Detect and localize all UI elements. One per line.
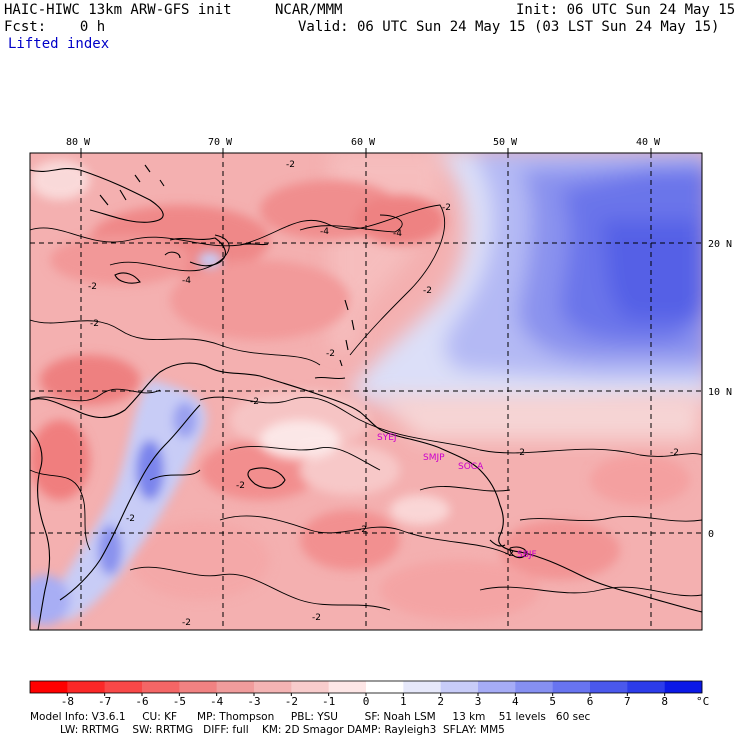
colorbar-swatch — [254, 681, 292, 693]
colorbar-tick-label: 4 — [512, 695, 519, 708]
station-label-syej: SYEJ — [377, 433, 397, 443]
colorbar-tick-label: 3 — [475, 695, 482, 708]
lat-label-0: 0 — [708, 529, 714, 540]
colorbar-swatch — [515, 681, 553, 693]
contour-lines — [30, 204, 702, 611]
colorbar-tick-label: 2 — [437, 695, 444, 708]
colorbar-swatch — [664, 681, 703, 693]
colorbar-swatch — [590, 681, 628, 693]
colorbar-tick-label: -5 — [173, 695, 186, 708]
field-name: Lifted index — [8, 36, 110, 52]
colorbar-swatch — [104, 681, 143, 693]
station-markers: SYEJ SMJP SOCA SBJF — [377, 433, 537, 560]
org-label: NCAR/MMM — [275, 2, 343, 18]
colorbar-swatch — [216, 681, 255, 693]
forecast-hour: Fcst: 0 h — [4, 19, 106, 35]
colorbar-swatch — [478, 681, 516, 693]
contour-label: -4 — [182, 276, 191, 286]
station-label-soca: SOCA — [458, 462, 484, 472]
lat-lon-grid — [30, 153, 702, 630]
colorbar-tick-label: 5 — [549, 695, 556, 708]
contour-label: -4 — [320, 227, 329, 237]
colorbar-tick-label: -6 — [135, 695, 148, 708]
lon-label-60w: 60 W — [351, 137, 376, 148]
colorbar-swatch — [552, 681, 591, 693]
colorbar-tick-label: -1 — [322, 695, 335, 708]
station-label-sbjf: SBJF — [517, 550, 537, 560]
contour-label: -2 — [423, 286, 432, 296]
contour-value-labels: -2 -2 -4 -4 -4 -2 -2 -2 -2 -2 -2 -2 -2 -… — [88, 160, 679, 628]
contour-label: -4 — [393, 229, 402, 239]
colorbar-tick-label: 8 — [661, 695, 668, 708]
colorbar-tick-label: -8 — [61, 695, 74, 708]
contour-label: -2 — [286, 160, 295, 170]
contour-label: -2 — [312, 613, 321, 623]
colorbar-swatch — [403, 681, 441, 693]
lon-label-80w: 80 W — [66, 137, 91, 148]
colorbar-tick-label: -4 — [210, 695, 224, 708]
contour-label: -2 — [670, 448, 679, 458]
contour-label: -2 — [90, 319, 99, 329]
coastlines — [30, 164, 702, 630]
station-label-smjp: SMJP — [423, 453, 445, 463]
colorbar-tick-label: -3 — [247, 695, 260, 708]
colorbar-swatch — [328, 681, 367, 693]
contour-label: -2 — [516, 448, 525, 458]
colorbar-swatch — [142, 681, 180, 693]
colorbar-swatch — [440, 681, 479, 693]
lat-label-10n: 10 N — [708, 387, 732, 398]
lon-label-40w: 40 W — [636, 137, 661, 148]
contour-label: -2 — [88, 282, 97, 292]
contour-label: -2 — [182, 618, 191, 628]
contour-label: -2 — [126, 514, 135, 524]
contour-label: -2 — [505, 549, 514, 559]
colorbar-tick-label: 0 — [363, 695, 370, 708]
colorbar-tick-label: 6 — [587, 695, 594, 708]
contour-label: -2 — [442, 203, 451, 213]
contour-label: -2 — [236, 481, 245, 491]
colorbar-unit: °C — [696, 695, 709, 708]
lat-label-20n: 20 N — [708, 239, 732, 250]
colorbar-tick-label: 7 — [624, 695, 631, 708]
colorbar-swatch — [291, 681, 329, 693]
contour-label: -2 — [250, 397, 259, 407]
colorbar-tick-label: 1 — [400, 695, 407, 708]
lon-label-50w: 50 W — [493, 137, 518, 148]
model-title: HAIC-HIWC 13km ARW-GFS init — [4, 2, 232, 18]
model-info-line2: LW: RRTMG SW: RRTMG DIFF: full KM: 2D Sm… — [30, 724, 505, 736]
lon-label-70w: 70 W — [208, 137, 233, 148]
init-time: Init: 06 UTC Sun 24 May 15 — [516, 2, 736, 18]
colorbar-tick-label: -2 — [285, 695, 298, 708]
colorbar-tick-label: -7 — [98, 695, 111, 708]
colorbar: -8 -7 -6 -5 -4 -3 -2 -1 0 1 2 3 4 5 6 7 8 — [29, 680, 703, 708]
colorbar-swatch — [30, 681, 68, 693]
contour-label: -2 — [326, 349, 335, 359]
colorbar-swatch — [67, 681, 105, 693]
valid-time: Valid: 06 UTC Sun 24 May 15 (03 LST Sun … — [298, 19, 720, 35]
contour-label: -2 — [358, 525, 367, 535]
colorbar-swatch — [179, 681, 217, 693]
colorbar-swatch — [627, 681, 665, 693]
model-info-line1: Model Info: V3.6.1 CU: KF MP: Thompson P… — [30, 711, 591, 723]
colorbar-swatch — [366, 681, 404, 693]
